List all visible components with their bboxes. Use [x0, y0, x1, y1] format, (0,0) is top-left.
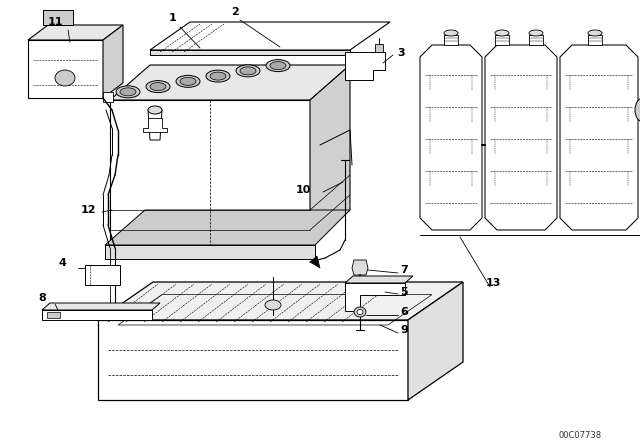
Ellipse shape — [206, 70, 230, 82]
Ellipse shape — [240, 67, 256, 75]
Text: 00C07738: 00C07738 — [559, 431, 602, 439]
Polygon shape — [345, 276, 413, 283]
Text: 9: 9 — [400, 325, 408, 335]
Ellipse shape — [148, 106, 162, 114]
Polygon shape — [110, 65, 350, 100]
Polygon shape — [105, 210, 350, 245]
Polygon shape — [352, 260, 368, 275]
Ellipse shape — [180, 78, 196, 86]
Polygon shape — [375, 44, 383, 52]
Ellipse shape — [120, 88, 136, 96]
Polygon shape — [103, 92, 113, 102]
Ellipse shape — [176, 75, 200, 87]
Ellipse shape — [236, 65, 260, 77]
Ellipse shape — [354, 307, 366, 317]
Polygon shape — [345, 283, 405, 311]
Polygon shape — [560, 45, 638, 230]
Polygon shape — [485, 45, 557, 230]
Ellipse shape — [444, 30, 458, 36]
Text: 8: 8 — [38, 293, 46, 303]
Polygon shape — [98, 282, 463, 320]
Polygon shape — [150, 50, 350, 55]
Ellipse shape — [146, 81, 170, 93]
Polygon shape — [42, 303, 160, 310]
Ellipse shape — [588, 30, 602, 36]
Polygon shape — [444, 35, 458, 45]
Text: 4: 4 — [58, 258, 66, 268]
Ellipse shape — [357, 310, 363, 314]
Ellipse shape — [265, 300, 281, 310]
Polygon shape — [529, 35, 543, 45]
Text: 2: 2 — [231, 7, 239, 17]
Polygon shape — [588, 35, 602, 45]
Ellipse shape — [529, 30, 543, 36]
Polygon shape — [408, 282, 463, 400]
Polygon shape — [28, 25, 123, 40]
Ellipse shape — [55, 70, 75, 86]
Text: 1: 1 — [169, 13, 177, 23]
Polygon shape — [98, 320, 408, 400]
Polygon shape — [103, 25, 123, 98]
Polygon shape — [143, 118, 167, 132]
Polygon shape — [148, 110, 162, 140]
Polygon shape — [495, 35, 509, 45]
Polygon shape — [310, 65, 350, 245]
Text: 10: 10 — [295, 185, 310, 195]
Polygon shape — [85, 265, 120, 285]
Ellipse shape — [116, 86, 140, 98]
Polygon shape — [47, 312, 60, 318]
Ellipse shape — [266, 60, 290, 72]
Ellipse shape — [635, 98, 640, 122]
Ellipse shape — [150, 82, 166, 90]
Ellipse shape — [495, 30, 509, 36]
Polygon shape — [110, 100, 310, 245]
Text: 3: 3 — [397, 48, 404, 58]
Text: 7: 7 — [400, 265, 408, 275]
Text: 12: 12 — [80, 205, 96, 215]
Polygon shape — [345, 52, 385, 80]
Ellipse shape — [270, 62, 286, 69]
Text: 13: 13 — [485, 278, 500, 288]
Polygon shape — [310, 256, 320, 268]
Polygon shape — [150, 22, 390, 50]
Text: 6: 6 — [400, 307, 408, 317]
Text: 11: 11 — [47, 17, 63, 27]
Ellipse shape — [210, 72, 226, 80]
Polygon shape — [28, 40, 103, 98]
Polygon shape — [42, 310, 152, 320]
Text: 5: 5 — [400, 287, 408, 297]
Polygon shape — [420, 45, 482, 230]
Polygon shape — [105, 245, 315, 259]
Polygon shape — [43, 10, 73, 25]
